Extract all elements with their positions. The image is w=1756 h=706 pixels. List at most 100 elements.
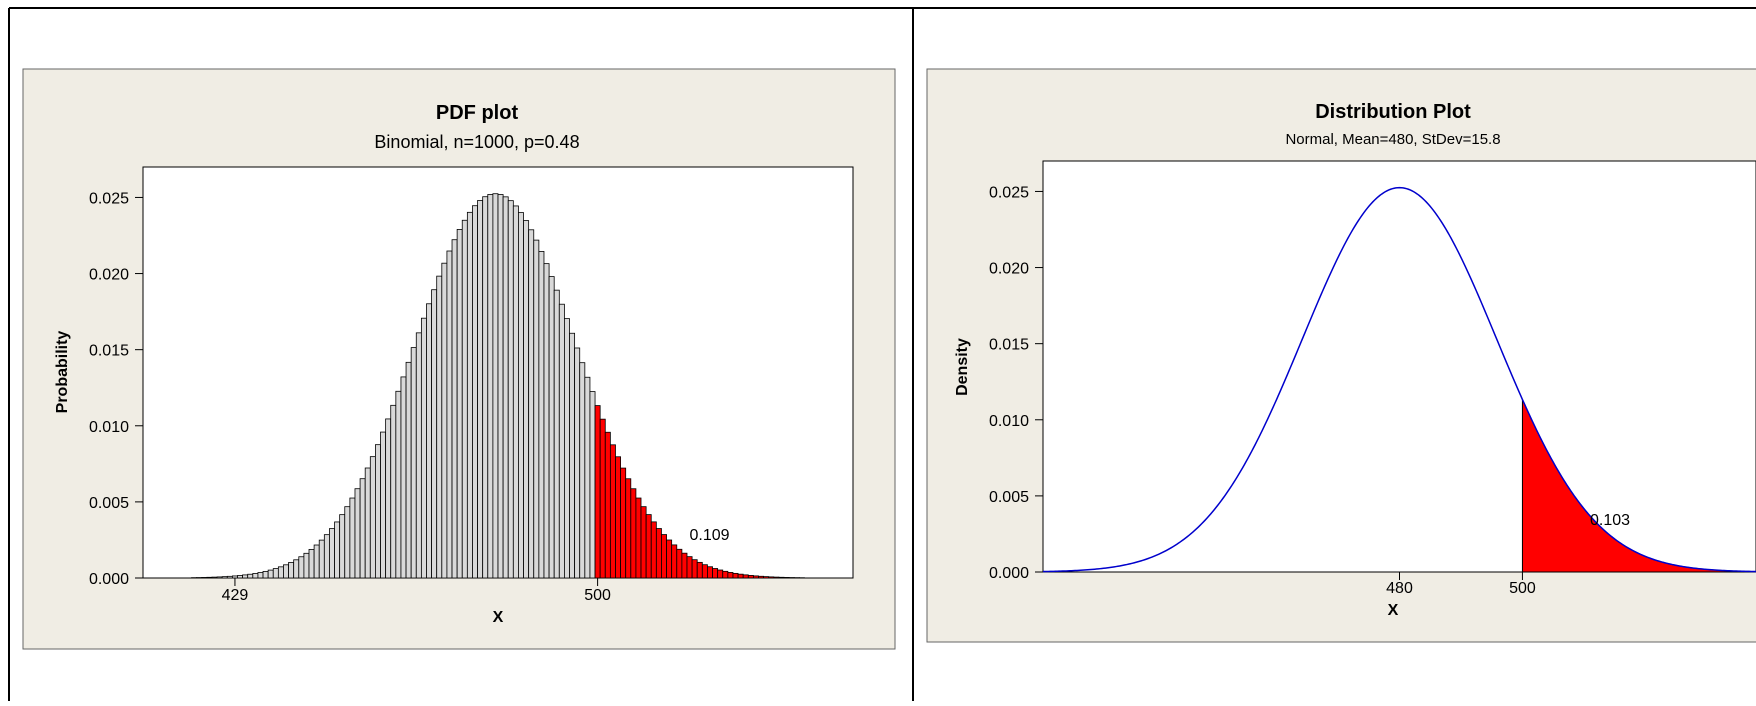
y-tick-label: 0.015	[89, 343, 129, 360]
bar	[472, 206, 477, 578]
bar	[406, 362, 411, 578]
bar	[672, 545, 677, 578]
bar	[759, 576, 764, 578]
bar	[564, 319, 569, 578]
x-tick-label: 429	[222, 587, 249, 604]
bar	[677, 549, 682, 578]
bar	[365, 468, 370, 578]
bar	[615, 457, 620, 578]
bar	[692, 560, 697, 578]
bar	[503, 197, 508, 578]
bar	[784, 577, 789, 578]
bar	[518, 213, 523, 578]
bar	[498, 195, 503, 578]
bar	[375, 445, 380, 578]
bar	[738, 574, 743, 578]
bar	[743, 575, 748, 578]
y-axis-label: Probability	[54, 331, 71, 414]
bar	[656, 529, 661, 578]
bar	[227, 576, 232, 578]
bar	[559, 304, 564, 578]
bar	[350, 498, 355, 578]
bar	[626, 479, 631, 578]
bar	[595, 406, 600, 578]
bar	[381, 432, 386, 578]
bar	[667, 540, 672, 578]
bar	[508, 201, 513, 578]
bar	[411, 348, 416, 578]
bar	[600, 419, 605, 578]
bar	[580, 363, 585, 578]
bar	[304, 553, 309, 578]
bar	[641, 507, 646, 578]
bar	[646, 515, 651, 578]
bar	[289, 562, 294, 578]
bar	[575, 348, 580, 578]
bar	[682, 553, 687, 578]
bar	[534, 240, 539, 578]
bar	[207, 577, 212, 578]
bar	[370, 457, 375, 578]
bar	[621, 468, 626, 578]
y-tick-label: 0.025	[989, 184, 1029, 201]
y-tick-label: 0.020	[989, 261, 1029, 278]
x-axis-label: X	[1388, 602, 1399, 619]
y-tick-label: 0.010	[989, 413, 1029, 430]
bar	[544, 264, 549, 578]
bar	[539, 251, 544, 578]
x-tick-label: 480	[1386, 580, 1413, 597]
bar	[212, 577, 217, 578]
bar	[570, 333, 575, 578]
bar	[605, 432, 610, 578]
y-tick-label: 0.010	[89, 419, 129, 436]
bar	[355, 489, 360, 578]
chart-title: PDF plot	[436, 102, 519, 124]
y-tick-label: 0.000	[989, 565, 1029, 582]
bar	[258, 573, 263, 578]
bar	[391, 405, 396, 578]
bar	[202, 577, 207, 578]
bar	[529, 230, 534, 578]
bar	[401, 377, 406, 578]
bar	[462, 220, 467, 578]
bar	[432, 290, 437, 578]
bar	[345, 507, 350, 578]
bar	[442, 263, 447, 578]
bar	[753, 576, 758, 578]
bar	[426, 304, 431, 578]
chart-subtitle: Binomial, n=1000, p=0.48	[374, 132, 579, 152]
bar	[488, 194, 493, 578]
binomial-pdf-chart: PDF plot Binomial, n=1000, p=0.48 0.0000…	[23, 69, 895, 649]
bar	[283, 565, 288, 578]
bar	[447, 251, 452, 578]
y-tick-label: 0.020	[89, 267, 129, 284]
bar	[478, 200, 483, 578]
bar	[728, 572, 733, 578]
bar	[253, 573, 258, 578]
y-tick-label: 0.005	[89, 495, 129, 512]
bar	[314, 545, 319, 578]
bar	[554, 290, 559, 578]
chart-subtitle: Normal, Mean=480, StDev=15.8	[1285, 131, 1500, 148]
bar	[396, 391, 401, 578]
bar	[713, 568, 718, 578]
bar	[769, 577, 774, 578]
bar	[386, 419, 391, 578]
bar	[524, 221, 529, 578]
bar	[718, 570, 723, 578]
bar	[631, 489, 636, 578]
x-tick-label: 500	[584, 587, 611, 604]
bar	[723, 571, 728, 578]
bar	[437, 276, 442, 578]
bar	[549, 277, 554, 578]
bar	[748, 575, 753, 578]
plot-area	[1043, 161, 1756, 572]
bar	[421, 318, 426, 578]
bar	[309, 549, 314, 578]
bar	[687, 557, 692, 578]
bar	[248, 574, 253, 578]
bar	[263, 571, 268, 578]
bar	[299, 557, 304, 578]
bar	[232, 576, 237, 578]
